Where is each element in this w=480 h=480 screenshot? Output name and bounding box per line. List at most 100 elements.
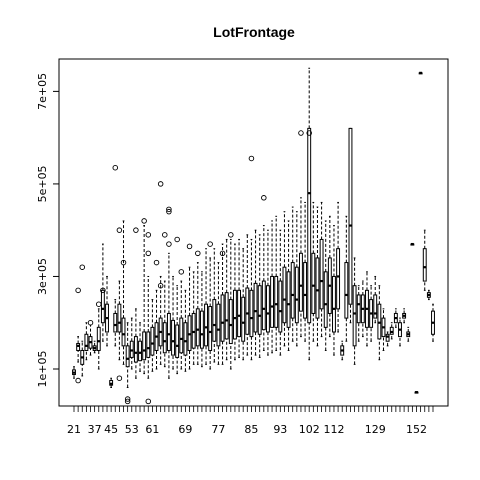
- box-99: [298, 130, 304, 338]
- box-71: [191, 271, 196, 365]
- box-120: [348, 127, 353, 324]
- box-body: [278, 280, 283, 333]
- box-body: [125, 345, 130, 368]
- outlier-point: [306, 130, 312, 136]
- box-53: [129, 317, 134, 370]
- x-tick-label: 69: [178, 423, 192, 436]
- box-47: [112, 164, 119, 347]
- box-body: [76, 343, 81, 351]
- box-67: [174, 236, 180, 375]
- box-141: [398, 317, 402, 347]
- box-78: [219, 243, 226, 365]
- box-body: [348, 127, 353, 305]
- outlier-point: [145, 232, 152, 238]
- box-body: [311, 252, 316, 314]
- box-body: [274, 275, 279, 328]
- box-103: [311, 201, 316, 342]
- box-body: [113, 312, 118, 333]
- box-group: [72, 67, 435, 405]
- box-body: [253, 282, 258, 333]
- box-body: [377, 303, 382, 340]
- box-90: [265, 229, 270, 356]
- box-30: [79, 264, 86, 377]
- box-body: [224, 292, 229, 340]
- box-134: [381, 308, 386, 351]
- plot-frame: [58, 58, 449, 407]
- box-102: [306, 67, 312, 361]
- box-174: [431, 303, 435, 342]
- box-105: [315, 206, 320, 347]
- box-149: [406, 326, 411, 342]
- box-91: [270, 220, 275, 354]
- box-72: [195, 250, 201, 365]
- x-tick-label: 77: [211, 423, 225, 436]
- x-tick-label: 85: [244, 423, 258, 436]
- x-tick-label: 129: [365, 423, 386, 436]
- box-80: [228, 232, 234, 370]
- box-body: [175, 324, 180, 358]
- outlier-point: [145, 250, 152, 257]
- outlier-point: [261, 195, 267, 201]
- box-152: [414, 391, 419, 394]
- box-63: [157, 181, 164, 365]
- chart-title: LotFrontage: [213, 24, 295, 40]
- x-tick-label: 152: [406, 423, 427, 436]
- box-body: [199, 310, 204, 349]
- box-body: [100, 289, 105, 324]
- box-body: [204, 303, 208, 347]
- box-81: [232, 243, 237, 361]
- box-body: [245, 287, 250, 335]
- box-79: [224, 238, 229, 361]
- box-84: [245, 234, 250, 356]
- box-129: [373, 275, 378, 324]
- box-21: [72, 366, 76, 379]
- box-95: [286, 220, 291, 351]
- box-59: [141, 218, 147, 375]
- x-tick-label: 53: [125, 423, 139, 436]
- outlier-point: [116, 227, 123, 233]
- box-body: [332, 275, 336, 333]
- outlier-point: [195, 250, 201, 257]
- box-51: [120, 220, 127, 365]
- box-37: [92, 340, 97, 354]
- box-88: [257, 234, 262, 358]
- box-34: [84, 322, 89, 361]
- outlier-point: [207, 241, 213, 247]
- box-body: [96, 326, 101, 351]
- x-tick-label: 37: [88, 423, 102, 436]
- outlier-point: [124, 398, 131, 405]
- outlier-point: [124, 396, 131, 402]
- box-57: [138, 322, 142, 372]
- box-61: [150, 299, 155, 372]
- outlier-point: [162, 232, 168, 238]
- box-160: [422, 229, 427, 291]
- box-77: [216, 262, 221, 365]
- box-114: [336, 201, 341, 333]
- box-body: [282, 266, 287, 324]
- box-body: [286, 271, 291, 328]
- box-body: [133, 336, 138, 363]
- box-body: [129, 340, 134, 358]
- box-45: [109, 377, 114, 388]
- box-body: [171, 319, 175, 356]
- outlier-point: [166, 206, 172, 213]
- box-body: [385, 333, 390, 342]
- box-body: [241, 296, 246, 342]
- x-tick-label: 93: [273, 423, 287, 436]
- box-112: [332, 225, 336, 356]
- box-108: [323, 220, 328, 351]
- outlier-point: [116, 375, 123, 381]
- box-60: [145, 232, 152, 405]
- box-body: [352, 285, 357, 347]
- outlier-point: [186, 243, 193, 250]
- outlier-point: [75, 377, 81, 384]
- y-tick-label: 3e+05: [36, 258, 49, 295]
- box-body: [228, 299, 233, 345]
- box-body: [187, 315, 192, 351]
- box-89: [261, 195, 267, 351]
- box-153: [418, 71, 423, 75]
- outlier-point: [298, 130, 304, 136]
- box-130: [377, 285, 382, 361]
- box-118: [344, 215, 349, 342]
- box-body: [373, 294, 378, 319]
